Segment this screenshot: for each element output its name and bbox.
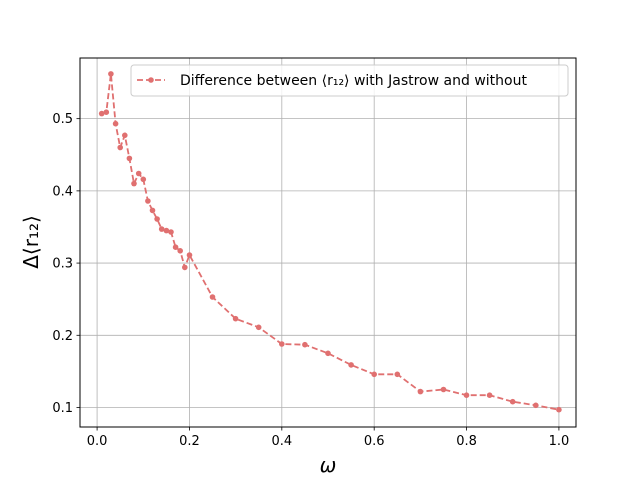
data-point (103, 109, 110, 115)
data-point (168, 229, 174, 235)
data-point (177, 248, 183, 254)
data-point (348, 362, 354, 368)
data-point (440, 386, 447, 393)
data-point (117, 144, 123, 151)
data-point (140, 176, 147, 183)
data-point (135, 170, 142, 177)
series-line (101, 73, 560, 411)
data-point (255, 324, 262, 331)
data-point (325, 350, 331, 357)
x-tick-label: 0.4 (271, 434, 292, 449)
data-point (417, 388, 424, 395)
x-tick-label: 0.8 (456, 434, 477, 449)
legend: Difference between ⟨r₁₂⟩ with Jastrow an… (130, 64, 569, 97)
data-point (154, 216, 160, 222)
data-point (371, 371, 378, 378)
data-point (394, 371, 401, 378)
legend-box (130, 64, 569, 97)
data-point (98, 110, 105, 117)
series-layer (98, 71, 562, 413)
data-point (158, 226, 165, 232)
y-tick-label: 0.5 (52, 112, 73, 127)
data-point (186, 252, 193, 258)
data-point (232, 315, 239, 322)
data-point (122, 132, 128, 139)
data-point (509, 398, 516, 405)
y-tick-label: 0.4 (52, 184, 73, 199)
data-point (533, 402, 539, 409)
plot-frame (79, 57, 577, 428)
y-tick-label: 0.2 (52, 329, 73, 344)
y-tick-label: 0.3 (52, 257, 73, 272)
x-tick-label: 0.2 (179, 434, 200, 449)
x-axis: 0.0 0.2 0.4 0.6 0.8 1.0 (87, 427, 570, 449)
data-point (163, 227, 170, 234)
data-point (463, 392, 470, 399)
grid (80, 58, 576, 427)
legend-entry-label: Difference between ⟨r₁₂⟩ with Jastrow an… (180, 73, 527, 89)
data-point (556, 406, 562, 413)
data-point (112, 120, 119, 127)
data-point (486, 392, 493, 399)
x-axis-label: ω (320, 453, 337, 477)
y-axis: 0.1 0.2 0.3 0.4 0.5 (52, 112, 80, 416)
x-tick-label: 0.0 (87, 434, 108, 449)
data-point (149, 207, 156, 214)
legend-marker-sample (148, 77, 154, 83)
data-point (209, 294, 216, 300)
data-point (108, 71, 114, 77)
data-point (126, 155, 133, 162)
x-tick-label: 1.0 (549, 434, 570, 449)
x-tick-label: 0.6 (364, 434, 385, 449)
y-axis-label: Δ⟨r₁₂⟩ (19, 215, 43, 269)
data-point (182, 264, 188, 271)
data-point (172, 244, 179, 250)
data-point (145, 198, 151, 204)
y-tick-label: 0.1 (52, 401, 73, 416)
data-point (131, 180, 137, 187)
data-point (279, 341, 285, 347)
data-point (302, 341, 308, 348)
